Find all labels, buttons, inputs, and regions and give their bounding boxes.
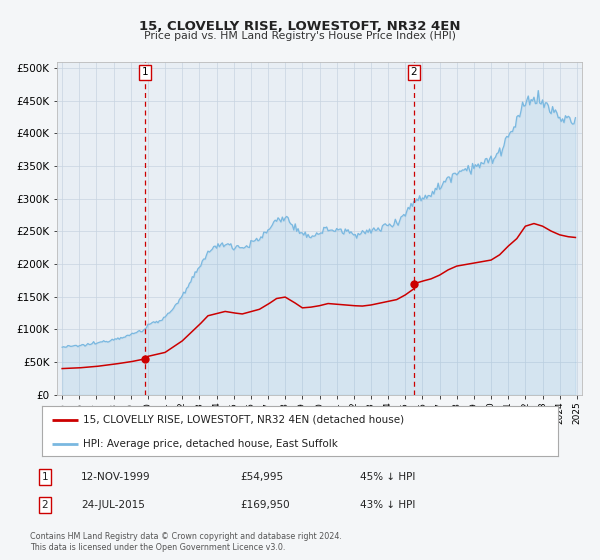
Text: 43% ↓ HPI: 43% ↓ HPI (360, 500, 415, 510)
Text: 1: 1 (41, 472, 49, 482)
Text: 2: 2 (41, 500, 49, 510)
Text: 24-JUL-2015: 24-JUL-2015 (81, 500, 145, 510)
Text: This data is licensed under the Open Government Licence v3.0.: This data is licensed under the Open Gov… (30, 543, 286, 552)
Text: 12-NOV-1999: 12-NOV-1999 (81, 472, 151, 482)
Text: 45% ↓ HPI: 45% ↓ HPI (360, 472, 415, 482)
Text: Contains HM Land Registry data © Crown copyright and database right 2024.: Contains HM Land Registry data © Crown c… (30, 532, 342, 541)
Text: 1: 1 (142, 67, 148, 77)
Text: 15, CLOVELLY RISE, LOWESTOFT, NR32 4EN: 15, CLOVELLY RISE, LOWESTOFT, NR32 4EN (139, 20, 461, 32)
Text: £54,995: £54,995 (240, 472, 283, 482)
Text: 15, CLOVELLY RISE, LOWESTOFT, NR32 4EN (detached house): 15, CLOVELLY RISE, LOWESTOFT, NR32 4EN (… (83, 414, 404, 424)
Text: HPI: Average price, detached house, East Suffolk: HPI: Average price, detached house, East… (83, 439, 338, 449)
Text: 2: 2 (410, 67, 417, 77)
Text: Price paid vs. HM Land Registry's House Price Index (HPI): Price paid vs. HM Land Registry's House … (144, 31, 456, 41)
Text: £169,950: £169,950 (240, 500, 290, 510)
